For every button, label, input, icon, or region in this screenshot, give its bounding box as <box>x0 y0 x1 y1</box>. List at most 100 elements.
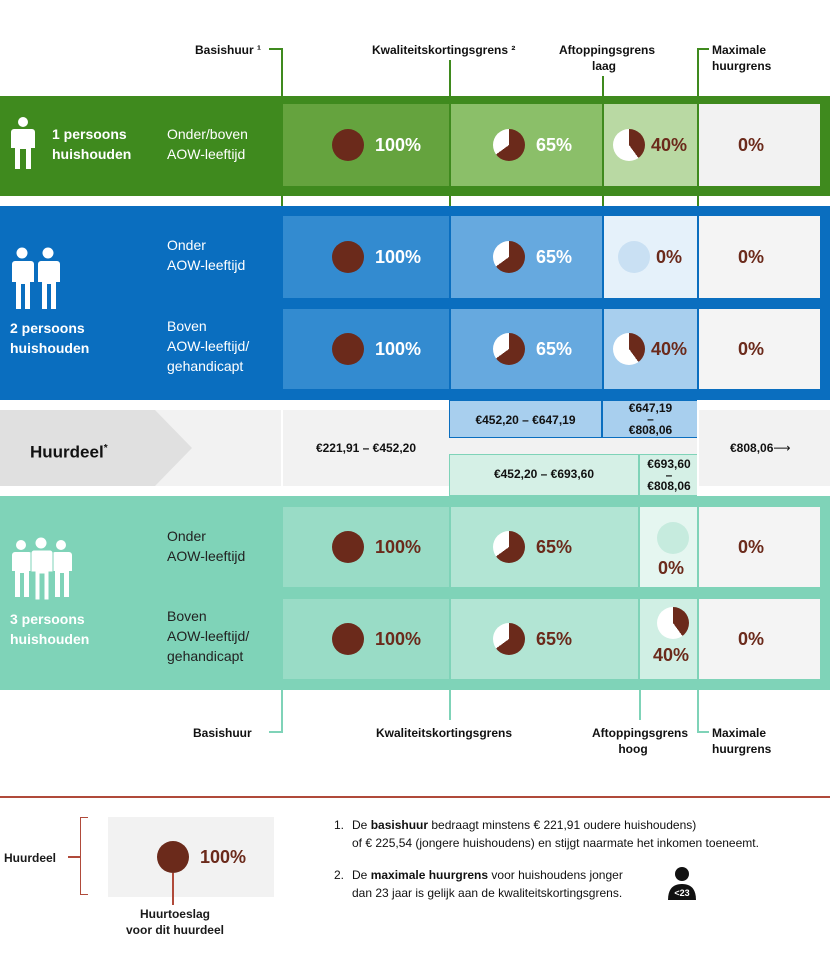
note-1-a: De <box>352 818 371 832</box>
person-1-icon <box>11 117 35 169</box>
legend-caption-2: voor dit huurdeel <box>125 923 224 937</box>
legend-pie-100-icon <box>157 841 189 873</box>
range-teal-kwal: €452,20 – €693,60 <box>449 454 639 496</box>
divider-basishuur-top <box>269 48 283 50</box>
title-2-persoons: 2 persoons huishouden <box>10 318 89 358</box>
pie-65-icon <box>493 531 525 563</box>
divider-basis-mid <box>281 400 283 506</box>
label-2b-line3: gehandicapt <box>167 358 244 374</box>
pie-65-icon <box>493 623 525 655</box>
pie-65-icon <box>493 129 525 161</box>
cell-blue-a-basis <box>283 216 449 298</box>
cell-teal-b-basis <box>283 599 449 679</box>
note-1: 1. De basishuur bedraagt minstens € 221,9… <box>334 816 824 852</box>
pct-b-a-kwal: 65% <box>536 247 573 267</box>
note-2-bold: maximale huurgrens <box>370 868 489 882</box>
label-onder-aow-2: Onder AOW-leeftijd <box>167 235 245 275</box>
label-boven-aow-2: Boven AOW-leeftijd/ gehandicapt <box>167 316 249 376</box>
divider-basis-gap1 <box>281 196 283 206</box>
header-aftoppingsgrens-laag: Aftoppingsgrens laag <box>552 42 662 74</box>
header-maximale-huurgrens-bottom: Maximale huurgrens <box>712 725 771 757</box>
divider-kwal-bottom <box>449 690 451 720</box>
pct-g-max: 0% <box>738 135 765 155</box>
cell-blue-b-basis <box>283 309 449 389</box>
range-blue-aft-2: €808,06 <box>628 423 673 437</box>
pct-t-b-basis: 100% <box>375 629 422 649</box>
cell-teal-a-kwal <box>451 507 638 587</box>
pie-0-icon <box>657 522 689 554</box>
pct-t-b-max: 0% <box>738 629 765 649</box>
header-aft-hoog-line1: Aftoppingsgrens <box>592 726 688 740</box>
person-3-icon <box>12 537 72 601</box>
range-blue-aft: €647,19 – €808,06 <box>602 400 699 438</box>
legend-bracket <box>80 817 88 895</box>
huurdeel-asterisk: * <box>103 443 108 454</box>
pct-b-b-basis: 100% <box>375 339 422 359</box>
header-maximale-line1: Maximale <box>712 43 767 57</box>
note-2-c: dan 23 jaar is gelijk aan de kwaliteitsk… <box>352 886 623 900</box>
label-2a-line2: AOW-leeftijd <box>167 257 246 273</box>
person-2-icon <box>12 247 60 309</box>
divider-basis-bottom-h <box>269 731 283 733</box>
cell-teal-b-kwal <box>451 599 638 679</box>
pie-40-icon <box>657 607 689 639</box>
label-1-line1: Onder/boven <box>167 126 248 142</box>
divider-aft-laag-top <box>602 76 604 98</box>
divider-max-bottom-h <box>697 731 709 733</box>
label-2a-line1: Onder <box>167 237 206 253</box>
label-3a-line2: AOW-leeftijd <box>167 548 246 564</box>
note-2: 2. De maximale huurgrens voor huishoudens… <box>334 866 694 902</box>
divider-kwal-top <box>449 60 451 98</box>
pie-40-icon <box>613 129 645 161</box>
divider-max-mid <box>697 400 699 506</box>
pie-100-icon <box>332 531 364 563</box>
pct-t-a-basis: 100% <box>375 537 422 557</box>
arrow-right-icon: ⟶ <box>773 441 791 455</box>
range-basishuur: €221,91 – €452,20 <box>315 441 417 455</box>
divider-basis-bottom <box>281 690 283 732</box>
range-blue-aft-1: €647,19 <box>628 401 673 415</box>
header-aftoppingsgrens-laag-line1: Aftoppingsgrens <box>559 43 655 57</box>
pct-t-b-aft: 40% <box>653 645 690 665</box>
cell-blue-b-max <box>699 309 820 389</box>
label-3b-line1: Boven <box>167 608 207 624</box>
divider-kwal-gap1 <box>449 196 451 206</box>
note-1-b: bedraagt minstens € 221,91 oudere huisho… <box>428 818 697 832</box>
range-max-value: €808,06 <box>730 441 774 455</box>
pct-g-kwal: 65% <box>536 135 573 155</box>
label-1-line2: AOW-leeftijd <box>167 146 246 162</box>
divider-max-top <box>697 48 699 98</box>
pie-100-icon <box>332 241 364 273</box>
cell-green-max <box>699 104 820 186</box>
divider-basishuur-top-v <box>281 48 283 98</box>
huurdeel-label-text: Huurdeel <box>30 442 104 462</box>
title-1-persoons: 1 persoons huishouden <box>52 124 131 164</box>
header-aftoppingsgrens-hoog: Aftoppingsgrens hoog <box>585 725 695 757</box>
label-3b-line2: AOW-leeftijd/ <box>167 628 250 644</box>
legend-pointer <box>172 873 174 905</box>
huurdeel-arrow-shape <box>0 410 192 486</box>
header-max-bottom-line1: Maximale <box>712 726 767 740</box>
legend-box <box>108 817 274 897</box>
pct-b-a-max: 0% <box>738 247 765 267</box>
header-aftoppingsgrens-laag-line2: laag <box>591 59 616 73</box>
pct-b-a-aft: 0% <box>656 247 683 267</box>
cell-green-basis <box>283 104 449 186</box>
label-boven-aow-3: Boven AOW-leeftijd/ gehandicapt <box>167 606 249 666</box>
title-3-line2: huishouden <box>10 631 90 647</box>
label-onder-aow-3: Onder AOW-leeftijd <box>167 526 245 566</box>
pie-65-icon <box>493 241 525 273</box>
pct-b-b-kwal: 65% <box>536 339 573 359</box>
pie-100-icon <box>332 623 364 655</box>
label-onder-boven-aow: Onder/boven AOW-leeftijd <box>167 124 248 164</box>
pie-0-icon <box>618 241 650 273</box>
range-blue-kwal: €452,20 – €647,19 <box>449 400 602 438</box>
pct-t-a-max: 0% <box>738 537 765 557</box>
title-2-line1: 2 persoons <box>10 320 85 336</box>
label-3b-line3: gehandicapt <box>167 648 244 664</box>
label-3a-line1: Onder <box>167 528 206 544</box>
header-basishuur-top: Basishuur ¹ <box>195 43 262 57</box>
range-teal-aft-2: €808,06 <box>647 479 691 493</box>
range-max: €808,06⟶ <box>730 440 830 456</box>
title-1-line2: huishouden <box>52 146 132 162</box>
